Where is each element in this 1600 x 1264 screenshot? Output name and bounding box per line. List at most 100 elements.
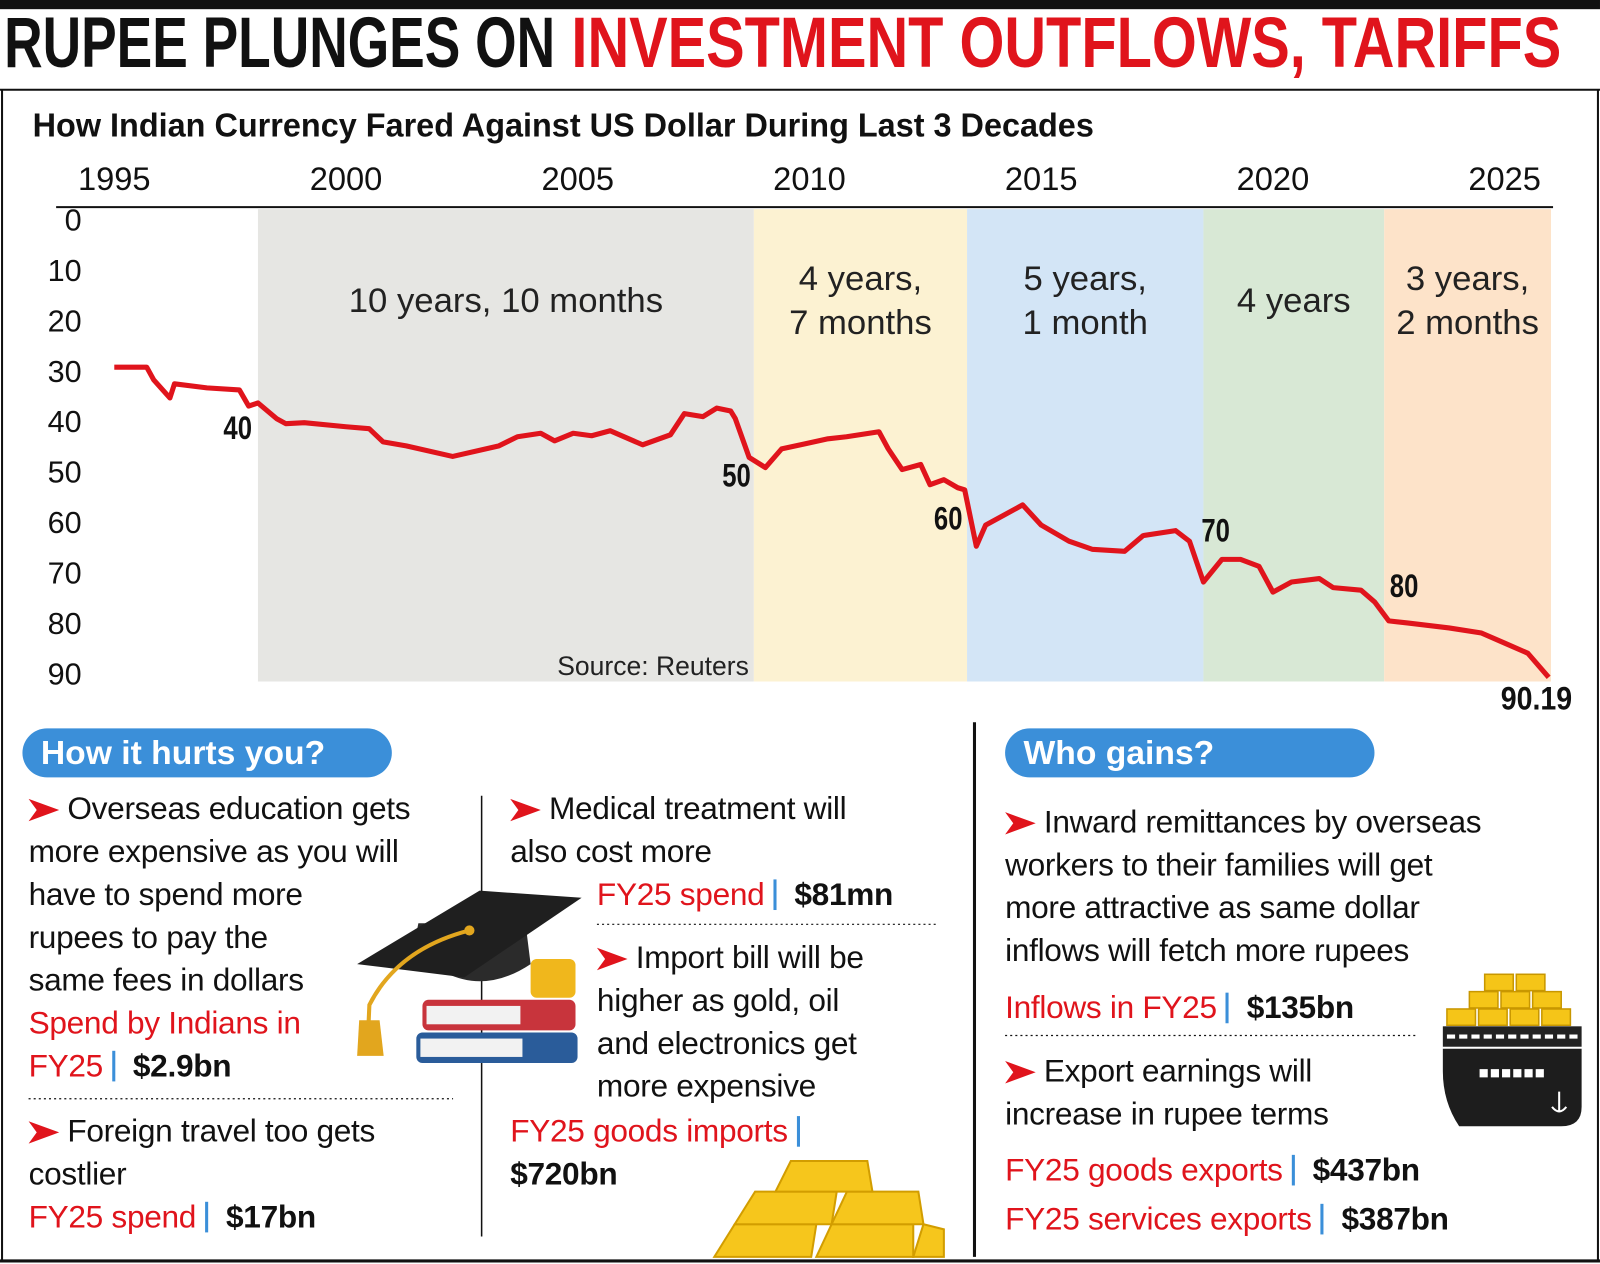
y-tick-label: 10 <box>48 254 82 288</box>
milestone-label: 50 <box>722 456 751 493</box>
headline-black: RUPEE PLUNGES ON <box>4 3 555 83</box>
frame <box>0 88 1600 1263</box>
x-tick-label: 2005 <box>541 160 614 197</box>
arrow-shape <box>1005 1061 1036 1084</box>
period-label: 10 years, 10 months <box>349 282 663 320</box>
hurts-title: How it hurts you? <box>22 728 392 778</box>
stat-value: $437bn <box>1312 1151 1420 1188</box>
stat-separator <box>112 1050 116 1082</box>
arrow-icon <box>1005 1061 1036 1084</box>
arrow-icon <box>28 798 60 822</box>
x-tick-label: 2015 <box>1005 160 1078 197</box>
stat: Inflows in FY25 $135bn <box>1005 987 1576 1030</box>
y-tick-label: 20 <box>48 304 82 338</box>
period-label: 5 years, <box>1024 260 1147 298</box>
item-text: Import bill will be <box>635 939 864 976</box>
x-tick-label: 1995 <box>78 160 151 197</box>
item-text: and electronics get <box>596 1025 857 1062</box>
arrow-shape <box>28 798 60 822</box>
item-text: same fees in dollars <box>28 962 304 998</box>
item-text: Foreign travel too gets <box>67 1113 376 1149</box>
stat-label: FY25 goods imports <box>510 1113 788 1149</box>
x-tick-label: 2020 <box>1237 160 1310 197</box>
period-label: 4 years, <box>799 260 922 298</box>
item-text: more expensive as you will <box>28 833 399 870</box>
stat-label: FY25 spend <box>596 876 765 913</box>
item-line: more attractive as same dollar <box>1005 887 1420 930</box>
milestone-label: 60 <box>934 500 963 537</box>
stat-value: $81mn <box>794 876 894 913</box>
milestone-label: 40 <box>223 409 252 446</box>
item-text: higher as gold, oil <box>596 982 840 1019</box>
y-tick-label: 70 <box>48 557 82 591</box>
stat-separator <box>1320 1203 1324 1235</box>
period-band <box>257 209 754 682</box>
arrow-icon <box>1005 812 1036 835</box>
item-line: have to spend more <box>29 873 303 916</box>
item-line: costlier <box>29 1153 127 1196</box>
period-band <box>967 209 1204 682</box>
arrow-icon <box>510 798 541 822</box>
rupee-line <box>114 364 1551 679</box>
graduation-illustration <box>357 890 582 1064</box>
item-line: Overseas education gets <box>28 788 411 831</box>
x-tick-label: 2025 <box>1468 160 1541 197</box>
milestone-label: 90.19 <box>1501 679 1572 716</box>
gold-illustration <box>712 1159 945 1258</box>
stat-separator <box>1225 992 1230 1024</box>
item-text: have to spend more <box>28 876 303 913</box>
item-line: workers to their families will get <box>1005 844 1433 887</box>
periods: 10 years, 10 months 4 years, 7 months 5 yea… <box>257 209 1552 682</box>
arrow-shape <box>1005 812 1036 835</box>
stat-separator <box>1291 1154 1295 1186</box>
stat-label: FY25 services exports <box>1005 1200 1312 1237</box>
stat: FY25 services exports $387bn <box>1005 1198 1576 1241</box>
item-text: Inward remittances by overseas <box>1043 803 1482 840</box>
stat-value: $720bn <box>510 1155 618 1192</box>
item-text: Export earnings will <box>1043 1052 1313 1089</box>
arrow-icon <box>28 1121 60 1144</box>
y-tick-label: 90 <box>48 657 82 691</box>
stat: FY25 goods exports $437bn <box>1005 1149 1576 1192</box>
item-text: workers to their families will get <box>1005 846 1433 883</box>
stat: FY25 spend $17bn <box>29 1196 458 1239</box>
period-label: 7 months <box>789 304 932 342</box>
source: Source: Reuters <box>557 651 749 681</box>
stat: FY25 spend $81mn <box>597 873 934 916</box>
item-line: more expensive <box>597 1065 816 1108</box>
x-tick-label: 2010 <box>773 160 846 197</box>
period-label: 2 months <box>1396 304 1539 342</box>
stat-value: $17bn <box>226 1198 316 1235</box>
stat: FY25 goods imports $720bn <box>510 1110 857 1196</box>
item-text: more attractive as same dollar <box>1005 889 1420 926</box>
stat-value: $387bn <box>1341 1200 1449 1237</box>
item-text: costlier <box>28 1155 127 1192</box>
y-tick-label: 0 <box>65 203 82 237</box>
stat-separator <box>773 879 777 911</box>
item-text: inflows will fetch more rupees <box>1005 932 1410 969</box>
stat-label: FY25 spend <box>28 1198 197 1235</box>
period-band <box>1203 209 1385 682</box>
item-text: Medical treatment will <box>548 790 847 827</box>
item-line: Inward remittances by overseas <box>1005 801 1482 844</box>
gains-title: Who gains? <box>1005 728 1375 778</box>
item-line: Import bill will be <box>596 937 864 980</box>
item-text: more expensive <box>596 1068 816 1104</box>
chart-title: How Indian Currency Fared Against US Dol… <box>33 107 1094 144</box>
milestone-label: 70 <box>1201 511 1230 548</box>
arrow-shape <box>510 798 541 822</box>
stat-value: $135bn <box>1246 989 1354 1026</box>
ship-illustration <box>1442 973 1582 1127</box>
arrow-icon <box>596 947 628 971</box>
y-tick-label: 60 <box>48 506 82 540</box>
arrow-shape <box>596 947 628 971</box>
period-label: 3 years, <box>1406 260 1529 298</box>
item-text: increase in rupee terms <box>1005 1095 1329 1132</box>
stat-label: Spend by Indians in FY25 <box>28 1004 301 1084</box>
item-line: Medical treatment will <box>510 788 847 831</box>
item-text: Overseas education gets <box>67 790 411 827</box>
top-bar <box>0 0 1600 10</box>
